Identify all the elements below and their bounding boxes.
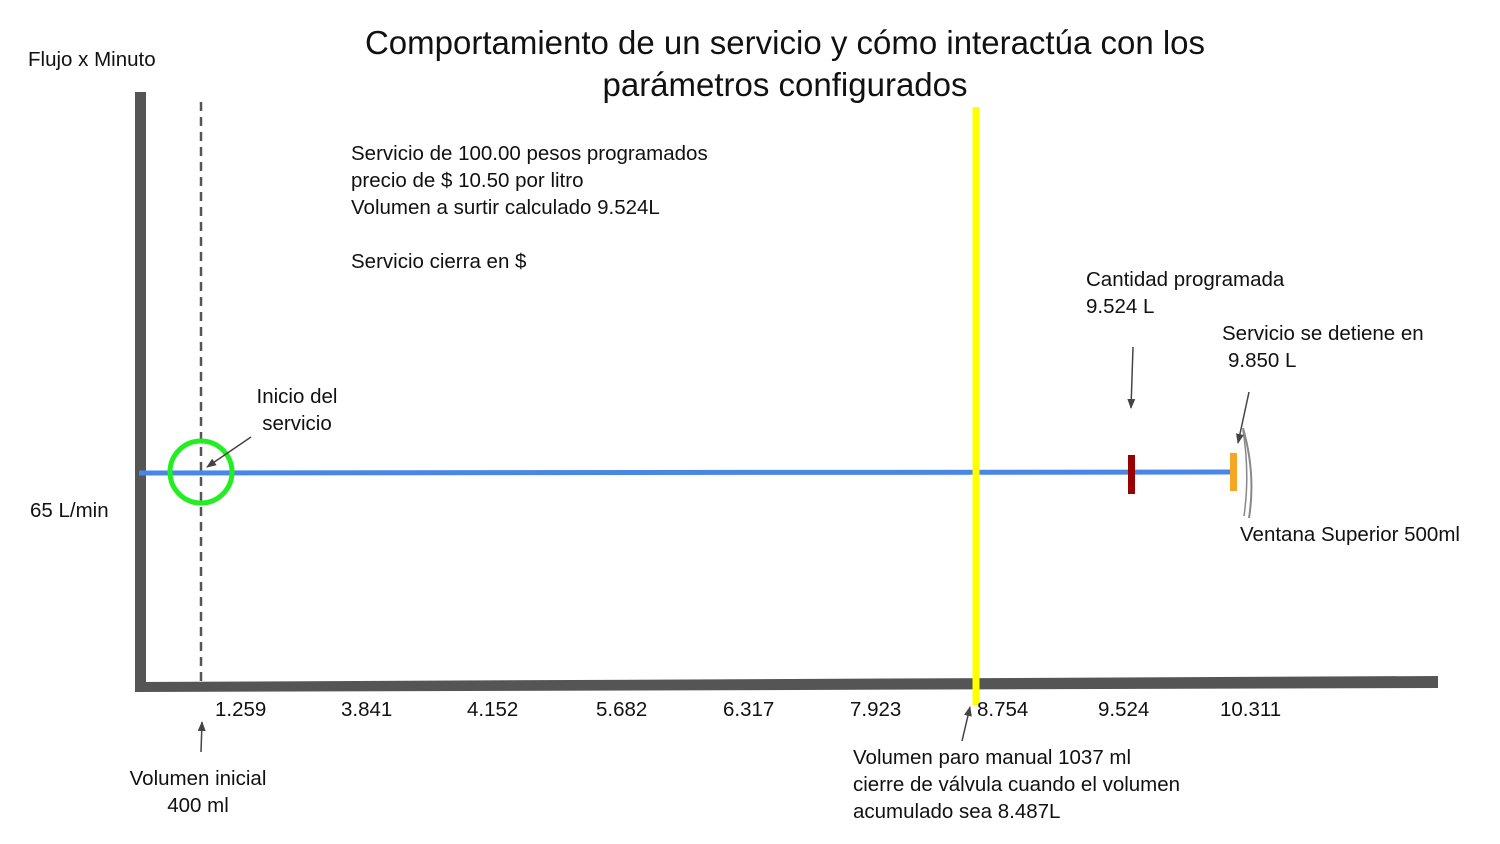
title-line-2: parámetros configurados (602, 66, 968, 103)
initial-volume-line-1: Volumen inicial (129, 767, 267, 790)
programmed-arrow (1127, 346, 1136, 409)
start-arrow (206, 436, 252, 468)
flow-rate-label: 65 L/min (30, 499, 109, 522)
start-circle (167, 438, 235, 506)
stop-line-2: 9.850 L (1228, 349, 1297, 372)
stop-label: Servicio se detiene en 9.850 L (1222, 320, 1424, 374)
diagram-title: Comportamiento de un servicio y cómo int… (210, 22, 1360, 106)
manual-stop-line-2: cierre de válvula cuando el volumen (853, 773, 1181, 796)
window-label: Ventana Superior 500ml (1240, 523, 1460, 546)
tick-label: 6.317 (723, 698, 775, 721)
tick-label: 5.682 (596, 698, 648, 721)
manual-stop-line-3: acumulado sea 8.487L (853, 800, 1061, 823)
initial-volume-label: Volumen inicial 400 ml (108, 765, 288, 819)
info-line-4: Servicio cierra en $ (351, 250, 527, 273)
tick-label: 4.152 (467, 698, 519, 721)
title-line-1: Comportamiento de un servicio y cómo int… (364, 24, 1206, 61)
info-block: Servicio de 100.00 pesos programados pre… (351, 140, 708, 275)
info-line-3: Volumen a surtir calculado 9.524L (351, 196, 660, 219)
start-label: Inicio del servicio (222, 383, 372, 437)
window-bracket (1242, 427, 1253, 519)
stop-arrow (1235, 391, 1250, 444)
manual-stop-arrow (961, 706, 972, 742)
tick-label: 1.259 (215, 698, 267, 721)
initial-volume-arrow (197, 721, 206, 753)
manual-stop-label: Volumen paro manual 1037 ml cierre de vá… (853, 744, 1180, 825)
y-axis (135, 92, 146, 690)
start-label-line-1: Inicio del (256, 385, 338, 408)
programmed-line-2: 9.524 L (1086, 295, 1155, 318)
window-bracket-inner (1242, 429, 1248, 517)
stop-marker (1230, 453, 1237, 491)
programmed-line-1: Cantidad programada (1086, 268, 1285, 291)
y-axis-label: Flujo x Minuto (28, 48, 156, 71)
programmed-label: Cantidad programada 9.524 L (1086, 266, 1284, 320)
tick-label: 7.923 (850, 698, 902, 721)
x-axis (135, 676, 1438, 692)
tick-label: 9.524 (1098, 698, 1150, 721)
tick-label: 3.841 (341, 698, 393, 721)
info-line-1: Servicio de 100.00 pesos programados (351, 142, 708, 165)
start-label-line-2: servicio (262, 412, 332, 435)
tick-label: 10.311 (1220, 698, 1282, 721)
initial-volume-line-2: 400 ml (167, 794, 229, 817)
info-line-2: precio de $ 10.50 por litro (351, 169, 584, 192)
flow-line (138, 469, 1236, 476)
manual-stop-line-1: Volumen paro manual 1037 ml (853, 746, 1132, 769)
stop-line-1: Servicio se detiene en (1222, 322, 1424, 345)
tick-label: 8.754 (977, 698, 1029, 721)
programmed-marker (1128, 455, 1135, 494)
